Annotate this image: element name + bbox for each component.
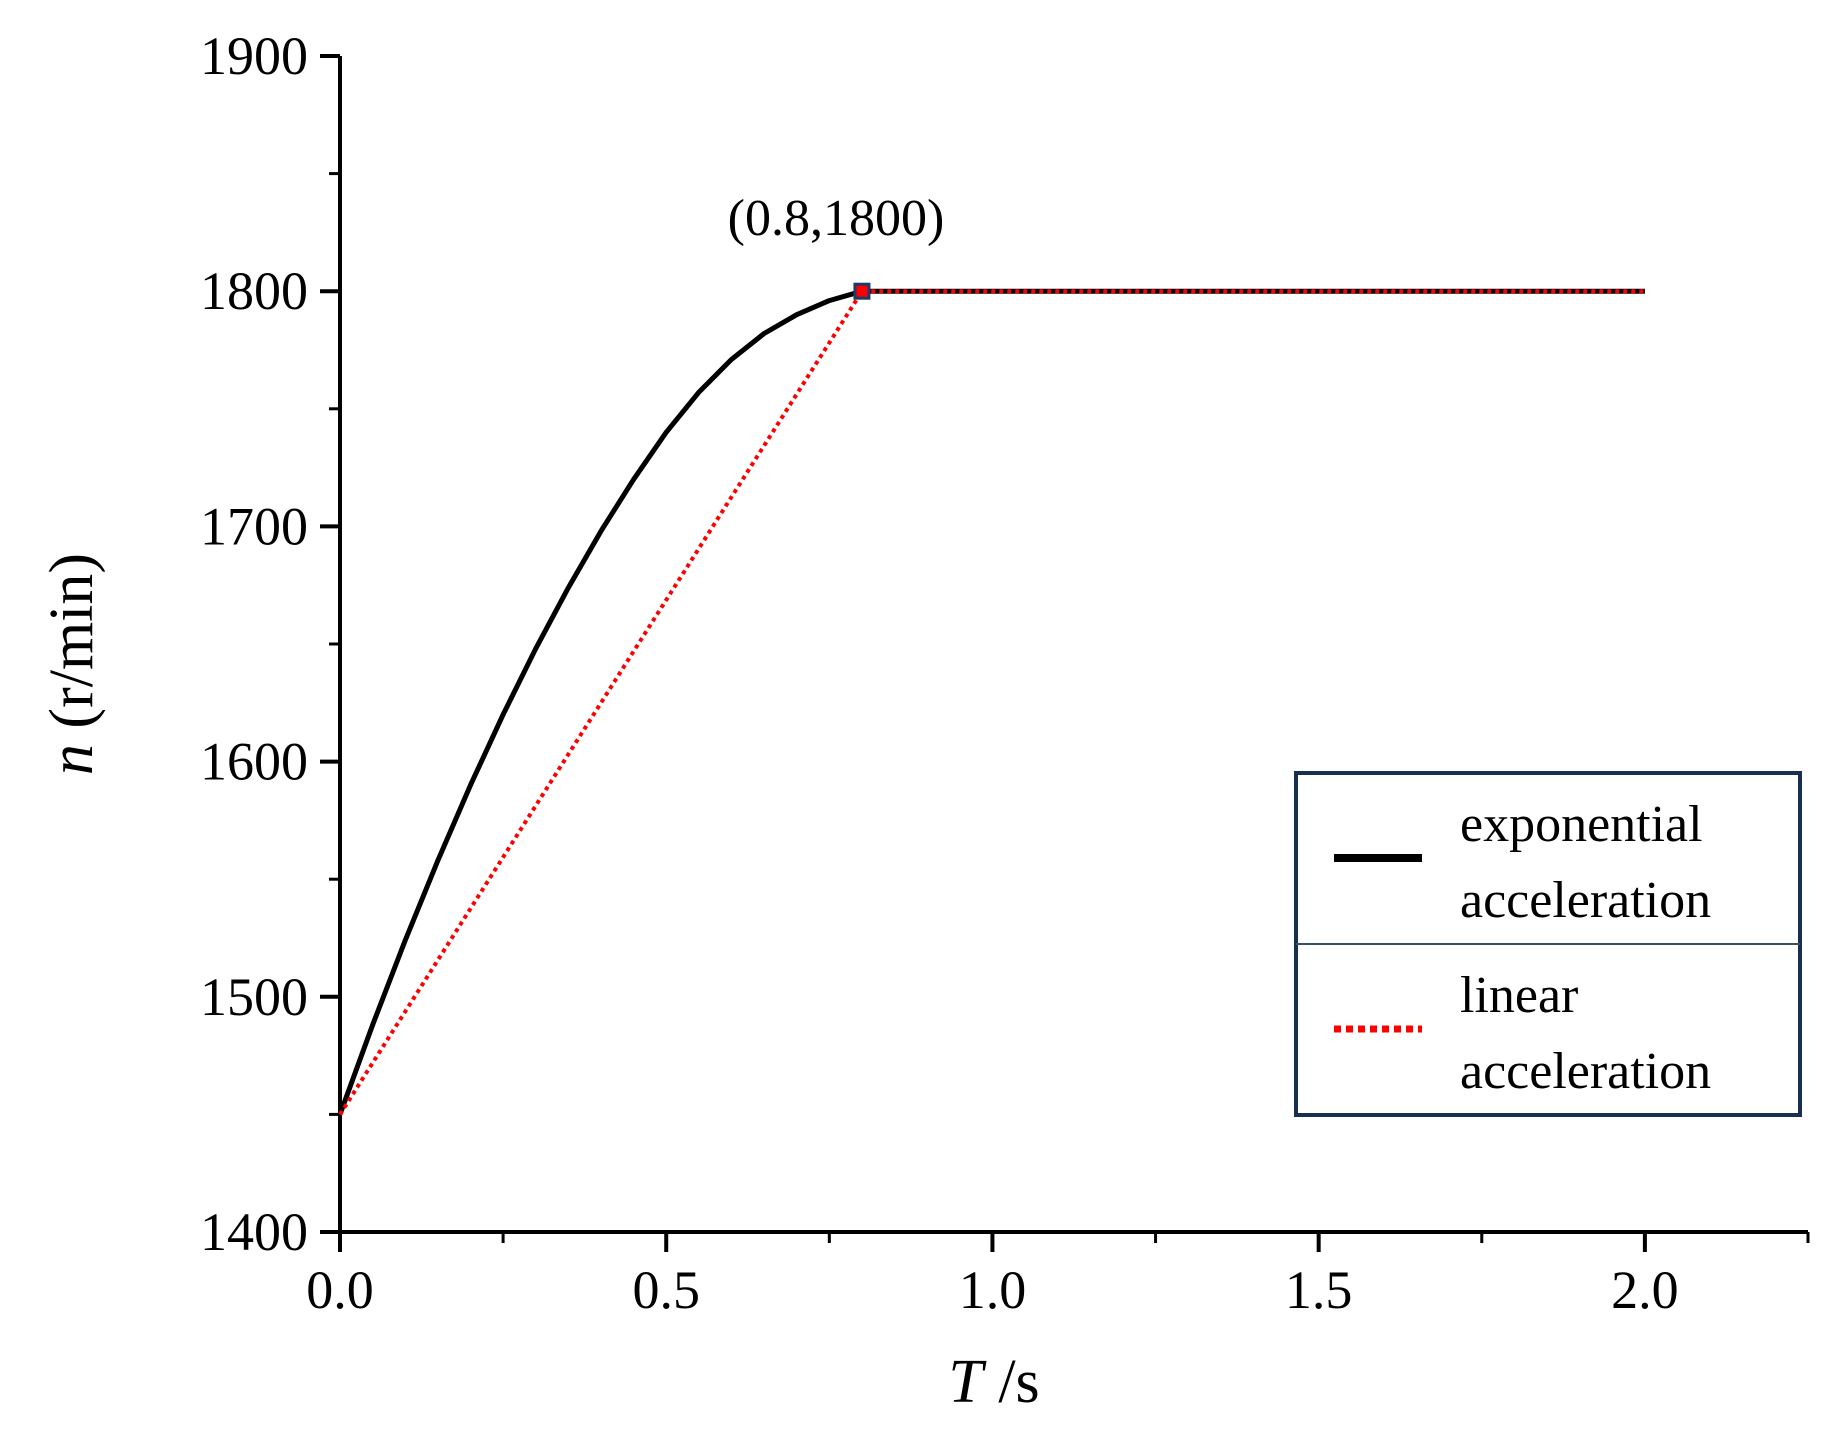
y-tick-label: 1600 (200, 732, 308, 792)
legend: exponential acceleration linear acceleratio… (1294, 771, 1802, 1117)
series-line-linear (338, 289, 1645, 1116)
annotation-label: (0.8,1800) (728, 190, 945, 247)
y-tick-label: 1400 (200, 1202, 308, 1262)
legend-label: acceleration (1460, 1043, 1711, 1100)
series-line-exponential (337, 288, 1645, 1116)
x-tick-label: 1.5 (1285, 1260, 1353, 1320)
legend-label: exponential (1460, 796, 1703, 853)
x-tick-label: 0.5 (632, 1260, 700, 1320)
y-tick-label: 1900 (200, 26, 308, 86)
y-tick-label: 1700 (200, 496, 308, 556)
y-tick-label: 1500 (200, 967, 308, 1027)
y-axis-unit: (r/min) (38, 553, 106, 744)
axes-group: 1400 1500 1600 1700 1800 1900 0.0 0.5 1.0 1.5 2.0 T… (38, 26, 1810, 1416)
x-tick-label: 0.0 (306, 1260, 374, 1320)
y-tick-label: 1800 (200, 261, 308, 321)
x-axis-unit: /s (983, 1348, 1040, 1416)
x-tick-label: 1.0 (959, 1260, 1027, 1320)
legend-label: linear (1460, 967, 1578, 1024)
x-axis-variable: T (948, 1348, 987, 1416)
annotation-marker (853, 282, 871, 300)
x-tick-label: 2.0 (1611, 1260, 1679, 1320)
x-axis-title: T /s (948, 1348, 1039, 1416)
legend-label: acceleration (1460, 872, 1711, 929)
y-axis-variable: n (38, 744, 106, 775)
annotation-group: (0.8,1800) (728, 190, 945, 300)
series-group (337, 288, 1645, 1116)
y-axis-title: n (r/min) (38, 553, 106, 775)
